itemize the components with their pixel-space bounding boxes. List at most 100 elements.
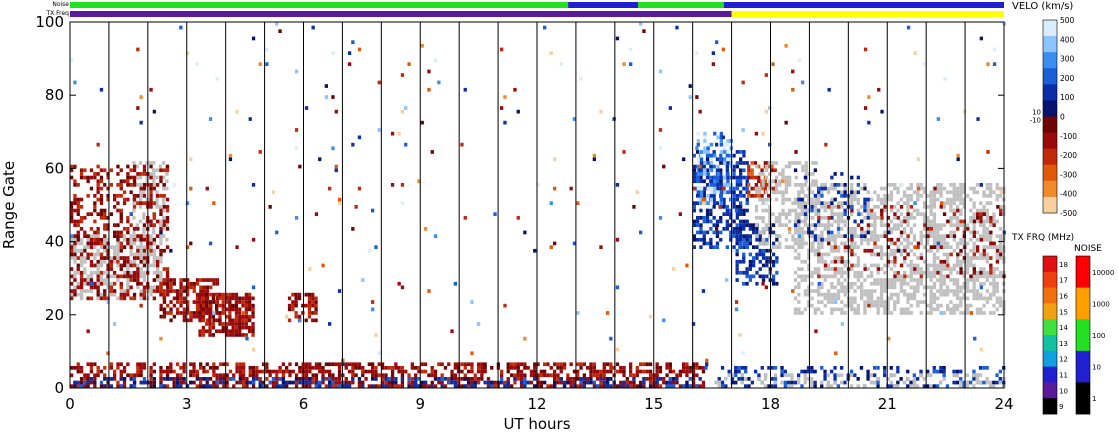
scatter-cell <box>152 175 156 180</box>
scatter-cell <box>952 369 956 374</box>
scatter-cell <box>780 366 784 370</box>
scatter-cell <box>979 307 983 312</box>
scatter-cell <box>440 362 444 367</box>
scatter-cell <box>860 205 864 209</box>
scatter-cell <box>879 300 884 304</box>
scatter-cell <box>793 168 798 173</box>
velocity-colorbar-tick: 100 <box>1060 93 1075 102</box>
scatter-cell <box>922 285 927 290</box>
scatter-cell <box>932 300 937 304</box>
scatter-cell <box>813 201 817 205</box>
scatter-cell <box>96 289 100 293</box>
scatter-cell <box>132 183 137 187</box>
scatter-cell <box>763 179 767 184</box>
scatter-cell <box>732 205 736 209</box>
scatter-cell <box>198 329 202 334</box>
scatter-cell <box>103 289 107 293</box>
scatter-cell <box>235 109 239 114</box>
scatter-cell <box>387 366 391 370</box>
scatter-cell <box>923 62 927 66</box>
scatter-cell <box>215 307 219 312</box>
scatter-cell <box>869 303 874 308</box>
scatter-cell <box>70 267 74 271</box>
scatter-cell <box>615 36 620 41</box>
scatter-cell <box>73 380 77 385</box>
scatter-cell <box>218 373 223 378</box>
scatter-cell <box>790 384 794 388</box>
scatter-cell <box>982 237 986 242</box>
scatter-cell <box>89 252 94 257</box>
scatter-cell <box>599 380 603 385</box>
scatter-cell <box>148 237 153 242</box>
scatter-cell <box>909 227 913 231</box>
scatter-cell <box>726 183 730 187</box>
scatter-cell <box>201 314 205 319</box>
scatter-cell <box>364 369 368 374</box>
scatter-cell <box>933 186 937 191</box>
scatter-cell <box>833 256 837 260</box>
scatter-cell <box>952 292 956 297</box>
scatter-cell <box>655 366 659 370</box>
scatter-cell <box>992 281 996 286</box>
scatter-cell <box>543 362 547 367</box>
scatter-cell <box>833 172 837 176</box>
scatter-cell <box>959 263 963 268</box>
scatter-cell <box>205 377 209 381</box>
scatter-cell <box>916 263 920 268</box>
scatter-cell <box>695 95 699 99</box>
scatter-cell <box>255 369 259 374</box>
scatter-cell <box>148 172 153 176</box>
scatter-cell <box>103 292 107 297</box>
scatter-cell <box>800 274 804 279</box>
scatter-cell <box>985 212 989 216</box>
scatter-cell <box>645 369 649 374</box>
scatter-cell <box>314 366 319 370</box>
scatter-cell <box>992 212 996 216</box>
scatter-cell <box>347 51 352 55</box>
scatter-cell <box>922 292 927 297</box>
scatter-cell <box>729 175 733 180</box>
txfreq-colorbar-tick: 14 <box>1059 324 1068 332</box>
scatter-cell <box>856 234 860 238</box>
scatter-cell <box>377 384 381 388</box>
scatter-cell <box>234 329 239 334</box>
scatter-cell <box>175 377 180 381</box>
velocity-colorbar-frame <box>1042 19 1058 214</box>
scatter-cell <box>215 281 219 286</box>
scatter-cell <box>985 245 989 249</box>
x-tick-label: 9 <box>415 395 425 413</box>
scatter-cell <box>866 212 870 216</box>
scatter-cell <box>76 384 80 388</box>
scatter-cell <box>314 212 319 216</box>
scatter-cell <box>132 205 137 209</box>
scatter-cell <box>955 241 960 246</box>
scatter-cell <box>212 373 216 378</box>
scatter-cell <box>873 205 877 209</box>
scatter-cell <box>89 380 94 385</box>
scatter-cell <box>741 351 745 356</box>
scatter-cell <box>893 241 897 246</box>
scatter-cell <box>929 289 933 293</box>
scatter-cell <box>172 296 176 301</box>
scatter-cell <box>222 380 226 385</box>
scatter-cell <box>775 237 779 242</box>
scatter-cell <box>572 117 577 121</box>
scatter-cell <box>152 285 156 290</box>
scatter-cell <box>807 230 811 235</box>
scatter-cell <box>699 223 703 227</box>
scatter-cell <box>972 190 976 195</box>
scatter-cell <box>314 311 318 315</box>
scatter-cell <box>400 380 405 385</box>
scatter-cell <box>503 303 507 308</box>
scatter-cell <box>460 377 464 381</box>
scatter-cell <box>149 366 153 370</box>
scatter-cell <box>735 175 739 180</box>
scatter-cell <box>859 366 864 370</box>
scatter-cell <box>793 311 798 315</box>
scatter-cell <box>480 369 484 374</box>
scatter-cell <box>860 219 864 224</box>
scatter-cell <box>758 241 762 246</box>
scatter-cell <box>569 380 573 385</box>
scatter-cell <box>820 384 824 388</box>
